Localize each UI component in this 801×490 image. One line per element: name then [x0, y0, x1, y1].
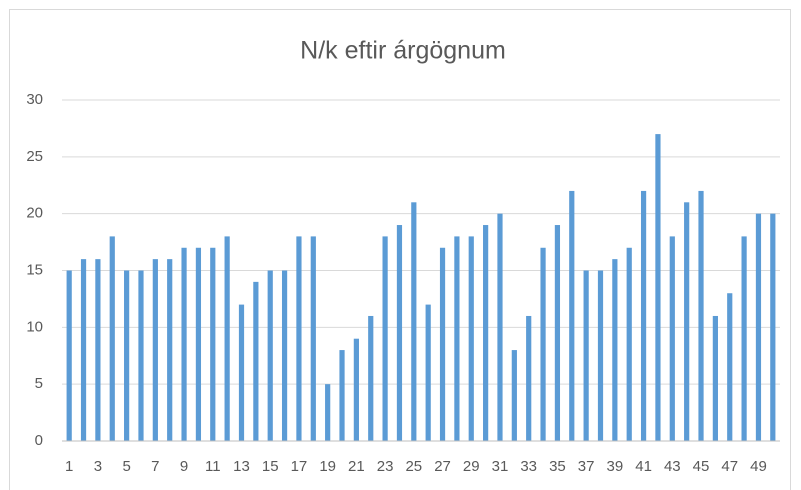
x-tick-label: 7 [151, 458, 159, 475]
bar [483, 225, 489, 441]
bar [497, 213, 503, 441]
bar [80, 259, 87, 441]
bar [755, 213, 762, 441]
y-tick-label: 15 [26, 261, 43, 278]
x-tick-label: 17 [291, 458, 308, 475]
bar [640, 190, 647, 441]
bar [382, 236, 388, 441]
bar [597, 270, 604, 441]
y-tick-label: 30 [26, 91, 43, 108]
bar [727, 293, 733, 441]
x-tick-label: 19 [319, 458, 336, 475]
bar [554, 225, 561, 441]
chart-title: N/k eftir árgögnum [300, 37, 506, 65]
bar [698, 190, 704, 441]
bar [353, 338, 359, 441]
bar [267, 270, 273, 441]
bar [195, 247, 202, 441]
bar [741, 236, 747, 441]
bar [296, 236, 302, 441]
bar [238, 304, 245, 441]
bar [210, 247, 216, 441]
x-tick-label: 33 [520, 458, 537, 475]
x-tick-label: 27 [434, 458, 451, 475]
bar [368, 315, 374, 441]
bar [526, 315, 532, 441]
x-tick-label: 37 [578, 458, 595, 475]
bar [583, 270, 589, 441]
bar [396, 225, 403, 441]
bar [770, 213, 776, 441]
bar [138, 270, 144, 441]
bar [124, 270, 130, 441]
bar [167, 259, 173, 441]
x-tick-label: 3 [94, 458, 102, 475]
x-tick-label: 25 [405, 458, 422, 475]
x-tick-label: 49 [750, 458, 767, 475]
x-tick-label: 23 [377, 458, 394, 475]
bar [411, 202, 417, 441]
bar [281, 270, 288, 441]
bar [224, 236, 230, 441]
bar [669, 236, 675, 441]
bar [612, 259, 618, 441]
x-tick-label: 39 [607, 458, 624, 475]
bar [468, 236, 474, 441]
bar [569, 190, 575, 441]
bar [655, 134, 661, 441]
x-tick-label: 35 [549, 458, 566, 475]
bar [109, 236, 115, 441]
bar [439, 247, 446, 441]
bar [511, 350, 517, 441]
x-tick-label: 15 [262, 458, 279, 475]
bar [425, 304, 431, 441]
bar [712, 315, 718, 441]
x-tick-label: 47 [721, 458, 738, 475]
x-tick-label: 21 [348, 458, 365, 475]
x-tick-label: 5 [122, 458, 130, 475]
x-tick-label: 13 [233, 458, 250, 475]
bar [152, 259, 158, 441]
bar [325, 384, 331, 441]
bar [626, 247, 632, 441]
y-tick-label: 25 [26, 148, 43, 165]
x-tick-label: 11 [205, 458, 221, 475]
bar [684, 202, 690, 441]
x-tick-label: 41 [635, 458, 652, 475]
y-tick-label: 0 [35, 432, 43, 449]
bar [66, 270, 72, 441]
x-tick-label: 1 [65, 458, 73, 475]
bar [339, 350, 345, 441]
y-tick-label: 10 [26, 318, 43, 335]
bar [454, 236, 460, 441]
bar [310, 236, 316, 441]
x-tick-label: 31 [492, 458, 509, 475]
bar [540, 247, 546, 441]
y-tick-label: 20 [26, 205, 43, 222]
x-tick-label: 9 [180, 458, 188, 475]
x-tick-label: 45 [693, 458, 710, 475]
x-tick-label: 29 [463, 458, 480, 475]
x-tick-label: 43 [664, 458, 681, 475]
bar [253, 281, 259, 441]
y-tick-label: 5 [35, 375, 43, 392]
bar [181, 247, 187, 441]
bar [95, 259, 101, 441]
